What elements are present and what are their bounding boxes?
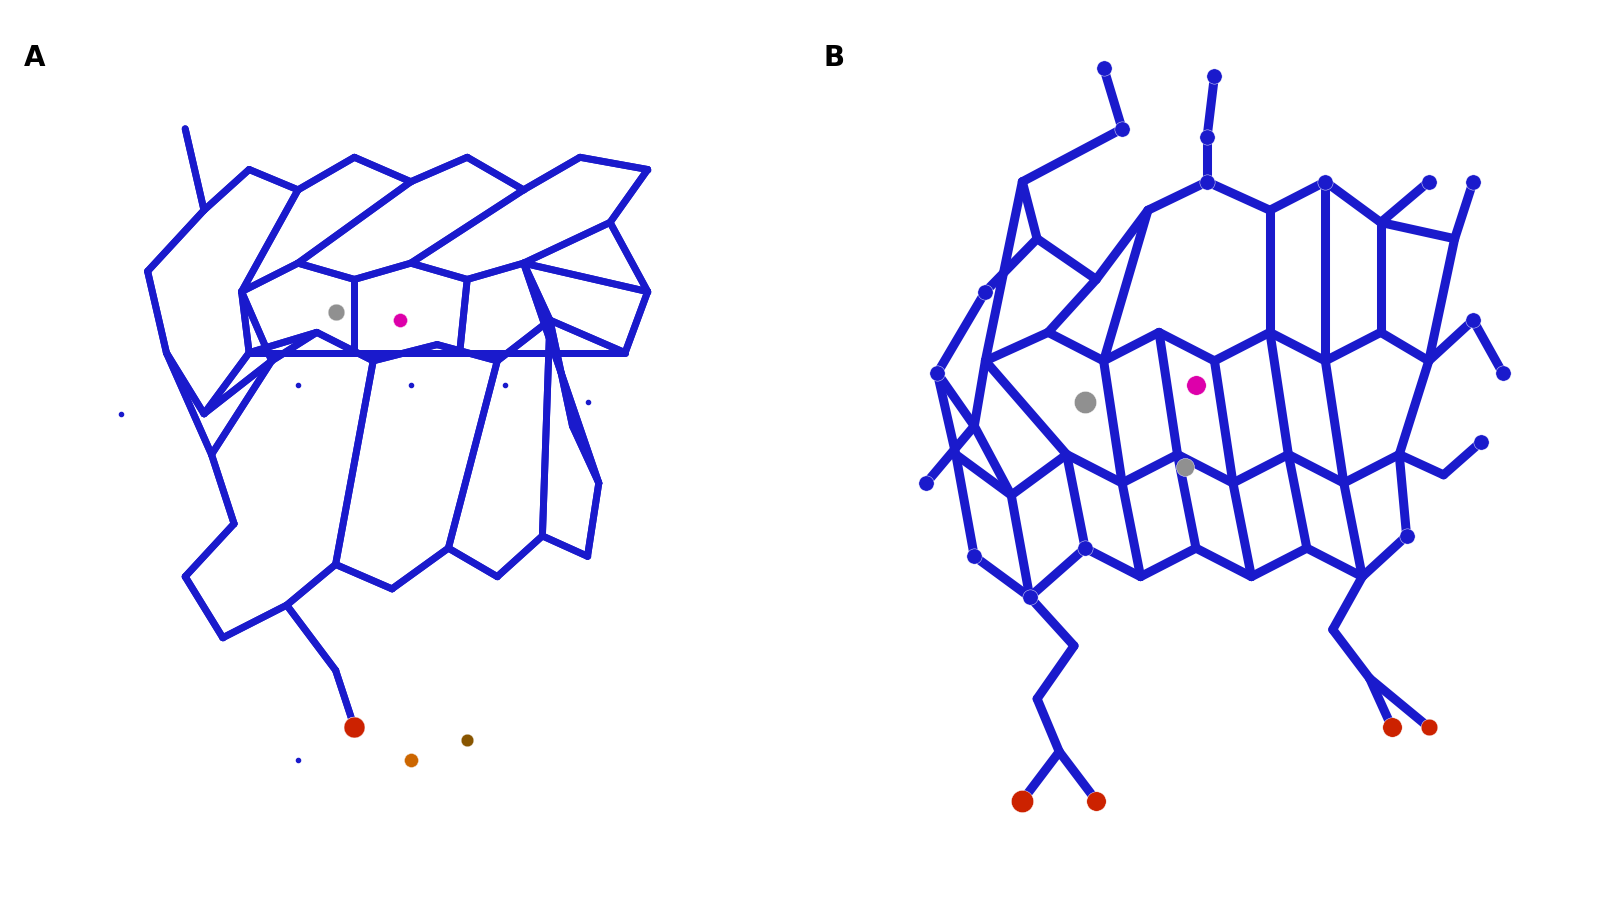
- Text: B: B: [824, 44, 845, 72]
- Text: A: A: [24, 44, 45, 72]
